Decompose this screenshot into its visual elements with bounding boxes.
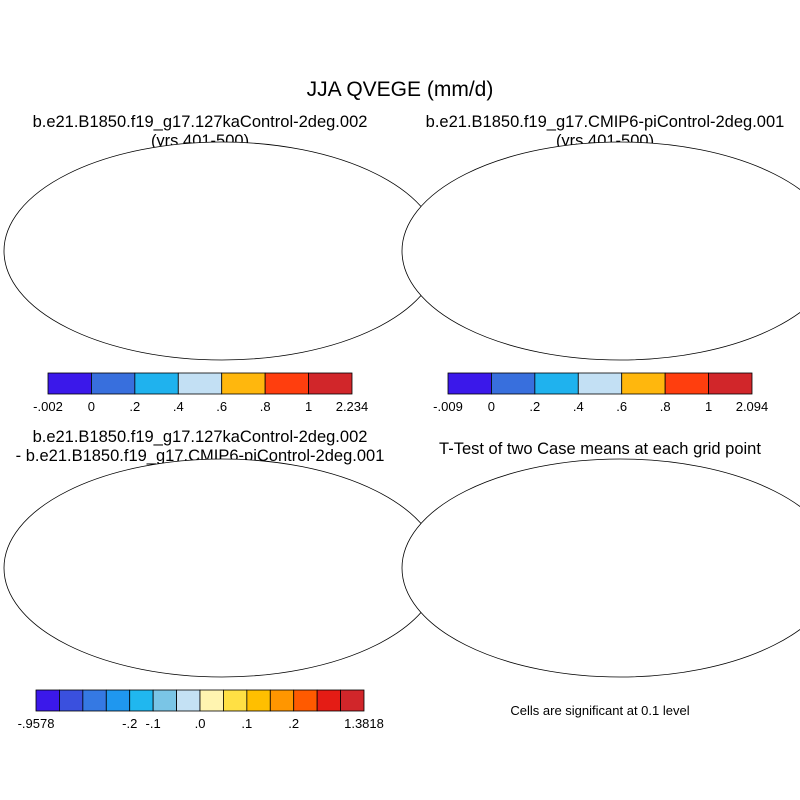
colorbar-top-left-box-6 [264, 372, 309, 395]
ocean-background [402, 459, 800, 677]
colorbar-top-left-tick-1: -.002 [33, 399, 63, 414]
map-panel-3 [3, 458, 441, 678]
colorbar-top-left-tick-7: 1 [305, 399, 312, 414]
colorbar-top-right-tick-5: .6 [616, 399, 627, 414]
colorbar-top-left-box-5 [221, 372, 266, 395]
colorbar-top-left-tick-3: .2 [129, 399, 140, 414]
colorbar-bottom-left-box-1 [35, 689, 60, 712]
colorbar-top-left-tick-5: .6 [216, 399, 227, 414]
colorbar-bottom-left-box-9 [223, 689, 248, 712]
colorbar-bottom-left-tick-2: -.2 [122, 716, 137, 731]
colorbar-top-right-tick-7: 1 [705, 399, 712, 414]
colorbar-top-right-box-4 [577, 372, 623, 395]
colorbar-bottom-left-tick-3: -.1 [146, 716, 161, 731]
colorbar-top-right-box-1 [447, 372, 492, 395]
colorbar-top-right-box-2 [491, 372, 536, 395]
map-panel-4 [401, 458, 800, 678]
colorbar-bottom-left-box-4 [105, 689, 131, 712]
colorbar-top-right-tick-6: .8 [660, 399, 671, 414]
colorbar-bottom-left-box-6 [152, 689, 177, 712]
colorbar-top-left-box-4 [177, 372, 223, 395]
panel-title-bottom-left: b.e21.B1850.f19_g17.127kaControl-2deg.00… [0, 428, 400, 466]
colorbar-bottom-left-box-12 [293, 689, 318, 712]
colorbar-top-right-tick-4: .4 [573, 399, 584, 414]
ocean-background [4, 142, 440, 360]
colorbar-bottom-left-tick-1: -.9578 [18, 716, 55, 731]
colorbar-bottom-left-tick-5: .1 [241, 716, 252, 731]
panel-title-bottom-right: T-Test of two Case means at each grid po… [439, 440, 761, 458]
figure-title: JJA QVEGE (mm/d) [306, 78, 494, 101]
significance-note: Cells are significant at 0.1 level [510, 703, 690, 718]
colorbar-top-right-box-6 [664, 372, 709, 395]
colorbar-top-right-tick-3: .2 [529, 399, 540, 414]
colorbar-top-right-box-5 [621, 372, 666, 395]
map-border [401, 141, 800, 361]
map-border [401, 458, 800, 678]
map-panel-1 [3, 141, 441, 361]
panel-title-top-right-line1: b.e21.B1850.f19_g17.CMIP6-piControl-2deg… [425, 113, 785, 131]
colorbar-top-right-tick-8: 2.094 [736, 399, 769, 414]
colorbar-bottom-left-box-11 [269, 689, 295, 712]
colorbar-top-right-box-7 [708, 372, 753, 395]
panel-title-top-left-line1: b.e21.B1850.f19_g17.127kaControl-2deg.00… [32, 113, 368, 131]
colorbar-bottom-left-box-10 [246, 689, 271, 712]
colorbar-bottom-left-box-3 [82, 689, 107, 712]
colorbar-bottom-left-tick-6: .2 [288, 716, 299, 731]
colorbar-top-left-tick-6: .8 [260, 399, 271, 414]
colorbar-bottom-left-tick-7: 1.3818 [344, 716, 384, 731]
colorbar-top-left-box-7 [308, 372, 353, 395]
colorbar-top-left-box-3 [134, 372, 179, 395]
colorbar-bottom-left-box-8 [199, 689, 224, 712]
colorbar-top-right-tick-2: 0 [488, 399, 495, 414]
colorbar-top-left-tick-2: 0 [88, 399, 95, 414]
colorbar-top-right-box-3 [534, 372, 579, 395]
colorbar-bottom-left-tick-4: .0 [195, 716, 206, 731]
colorbar-top-left-tick-4: .4 [173, 399, 184, 414]
panel-title-bottom-left-line1: b.e21.B1850.f19_g17.127kaControl-2deg.00… [32, 428, 368, 446]
colorbar-bottom-left-box-5 [129, 689, 154, 712]
colorbar-top-left-tick-8: 2.234 [336, 399, 369, 414]
ocean-background [4, 459, 440, 677]
colorbar-bottom-left-box-13 [316, 689, 341, 712]
colorbar-bottom-left: -.9578 -.2 -.1 .0 .1 .2 1.3818 [18, 689, 384, 731]
colorbar-top-left: -.002 0 .2 .4 .6 .8 1 2.234 [33, 372, 369, 414]
panel-title-bottom-left-line2: - b.e21.B1850.f19_g17.CMIP6-piControl-2d… [15, 447, 385, 465]
colorbar-top-left-box-1 [47, 372, 92, 395]
map-panel-2 [401, 141, 800, 361]
ocean-background [402, 142, 800, 360]
colorbar-bottom-left-box-7 [176, 689, 201, 712]
colorbar-top-left-box-2 [91, 372, 136, 395]
colorbar-bottom-left-box-2 [59, 689, 84, 712]
colorbar-top-right: -.009 0 .2 .4 .6 .8 1 2.094 [433, 372, 769, 414]
colorbar-bottom-left-box-14 [340, 689, 365, 712]
colorbar-top-right-tick-1: -.009 [433, 399, 463, 414]
